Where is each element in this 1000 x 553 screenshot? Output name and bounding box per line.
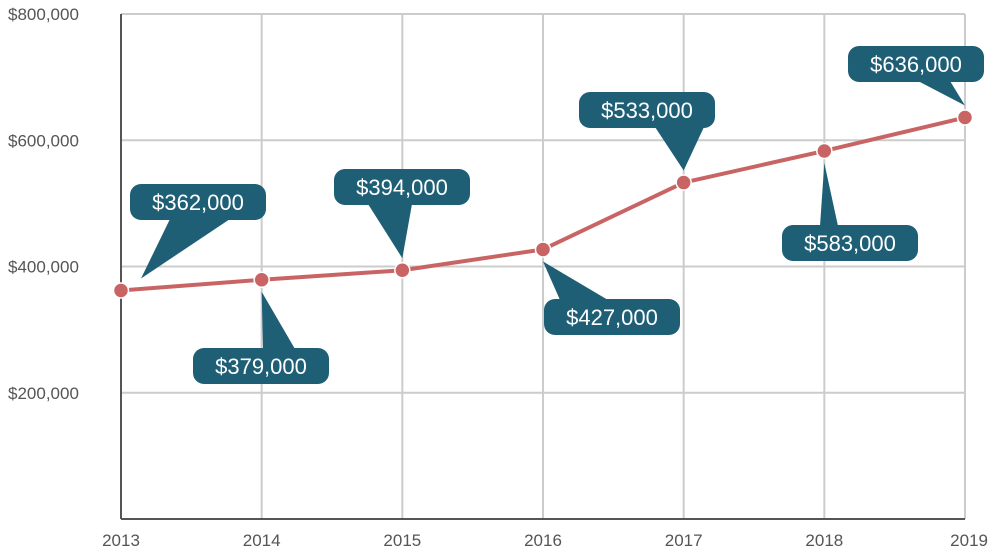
data-label: $362,000 [152,190,244,215]
data-callout: $427,000 [543,261,680,335]
data-callout: $394,000 [334,169,470,259]
grid [121,13,966,519]
data-point [534,241,552,258]
y-tick-label: $800,000 [8,5,79,24]
callout-box [193,348,329,384]
x-tick-label: 2015 [383,531,421,550]
data-point [394,262,411,279]
x-tick-label: 2017 [665,531,703,550]
y-tick-labels: $200,000 $400,000 $600,000 $800,000 [8,5,79,403]
data-points [112,109,974,299]
y-tick-label: $200,000 [8,384,79,403]
data-callout: $362,000 [130,184,266,279]
callout-box [579,92,715,128]
callout-box [848,46,984,82]
callout-pointer [918,81,965,106]
data-point [675,174,692,191]
callout-pointer [820,162,838,226]
callout-pointer [368,204,412,259]
data-callout: $583,000 [782,162,918,261]
callout-pointer [543,261,608,300]
data-label: $427,000 [566,305,658,330]
y-tick-label: $600,000 [8,131,79,150]
x-tick-label: 2016 [524,531,562,550]
x-tick-label: 2013 [102,531,140,550]
data-callout: $379,000 [193,291,329,384]
callout-pointer [141,219,230,279]
x-tick-label: 2014 [243,531,281,550]
data-callout: $533,000 [579,92,715,171]
callout-pointer [655,127,704,171]
data-point [956,109,974,126]
data-point [112,282,130,299]
data-point [253,271,270,289]
callout-box [782,225,918,261]
x-tick-label: 2019 [950,531,988,550]
callout-box [544,299,680,335]
data-callout: $636,000 [848,46,984,106]
axes [120,14,965,520]
data-label: $533,000 [601,98,693,123]
callout-pointer [261,291,295,349]
data-label: $379,000 [215,354,307,379]
callout-box [130,184,266,220]
callout-box [334,169,470,205]
data-label: $583,000 [804,231,896,256]
data-label: $394,000 [356,175,448,200]
data-callouts: $362,000 $379,000 $394,000 $427,000 $533,000… [130,46,984,384]
data-point [816,142,833,160]
y-tick-label: $400,000 [8,258,79,277]
data-label: $636,000 [870,52,962,77]
x-tick-label: 2018 [805,531,843,550]
x-tick-labels: 2013 2014 2015 2016 2017 2018 2019 [102,531,988,550]
